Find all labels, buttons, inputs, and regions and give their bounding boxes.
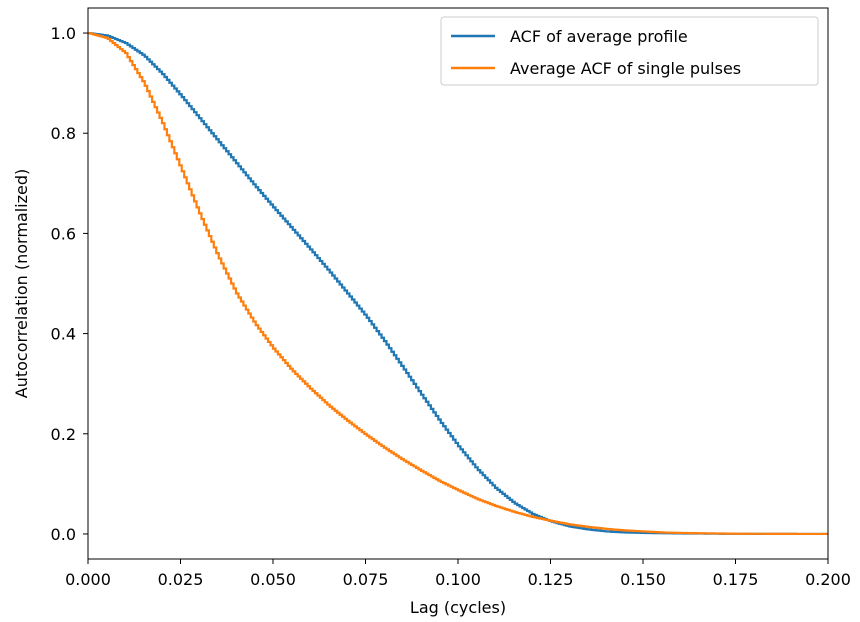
x-axis-label: Lag (cycles) xyxy=(410,598,506,617)
legend: ACF of average profile Average ACF of si… xyxy=(440,16,819,86)
x-tick-label: 0.000 xyxy=(65,570,111,589)
y-tick-label: 0.8 xyxy=(51,124,76,143)
y-tick-label: 1.0 xyxy=(51,24,76,43)
y-tick-label: 0.6 xyxy=(51,224,76,243)
x-tick-label: 0.050 xyxy=(250,570,296,589)
axes-frame xyxy=(87,7,829,560)
axes: 0.000 0.025 0.050 0.075 0.100 0.125 0.150 0.175… xyxy=(51,7,851,589)
x-tick-label: 0.100 xyxy=(435,570,481,589)
legend-label-average-acf-single-pulses: Average ACF of single pulses xyxy=(510,59,741,78)
legend-box xyxy=(440,16,819,86)
plot-area xyxy=(88,31,828,536)
x-tick-label: 0.150 xyxy=(620,570,666,589)
y-tick-label: 0.4 xyxy=(51,325,76,344)
x-tick-label: 0.200 xyxy=(805,570,851,589)
y-tick-label: 0.2 xyxy=(51,425,76,444)
legend-label-acf-average-profile: ACF of average profile xyxy=(510,27,688,46)
x-tick-label: 0.125 xyxy=(528,570,574,589)
y-tick-label: 0.0 xyxy=(51,525,76,544)
x-tick-label: 0.175 xyxy=(713,570,759,589)
x-tick-label: 0.075 xyxy=(343,570,389,589)
series-line-0 xyxy=(88,31,828,536)
x-tick-label: 0.025 xyxy=(158,570,204,589)
series-line-1 xyxy=(88,31,828,536)
y-axis-label: Autocorrelation (normalized) xyxy=(12,169,31,398)
